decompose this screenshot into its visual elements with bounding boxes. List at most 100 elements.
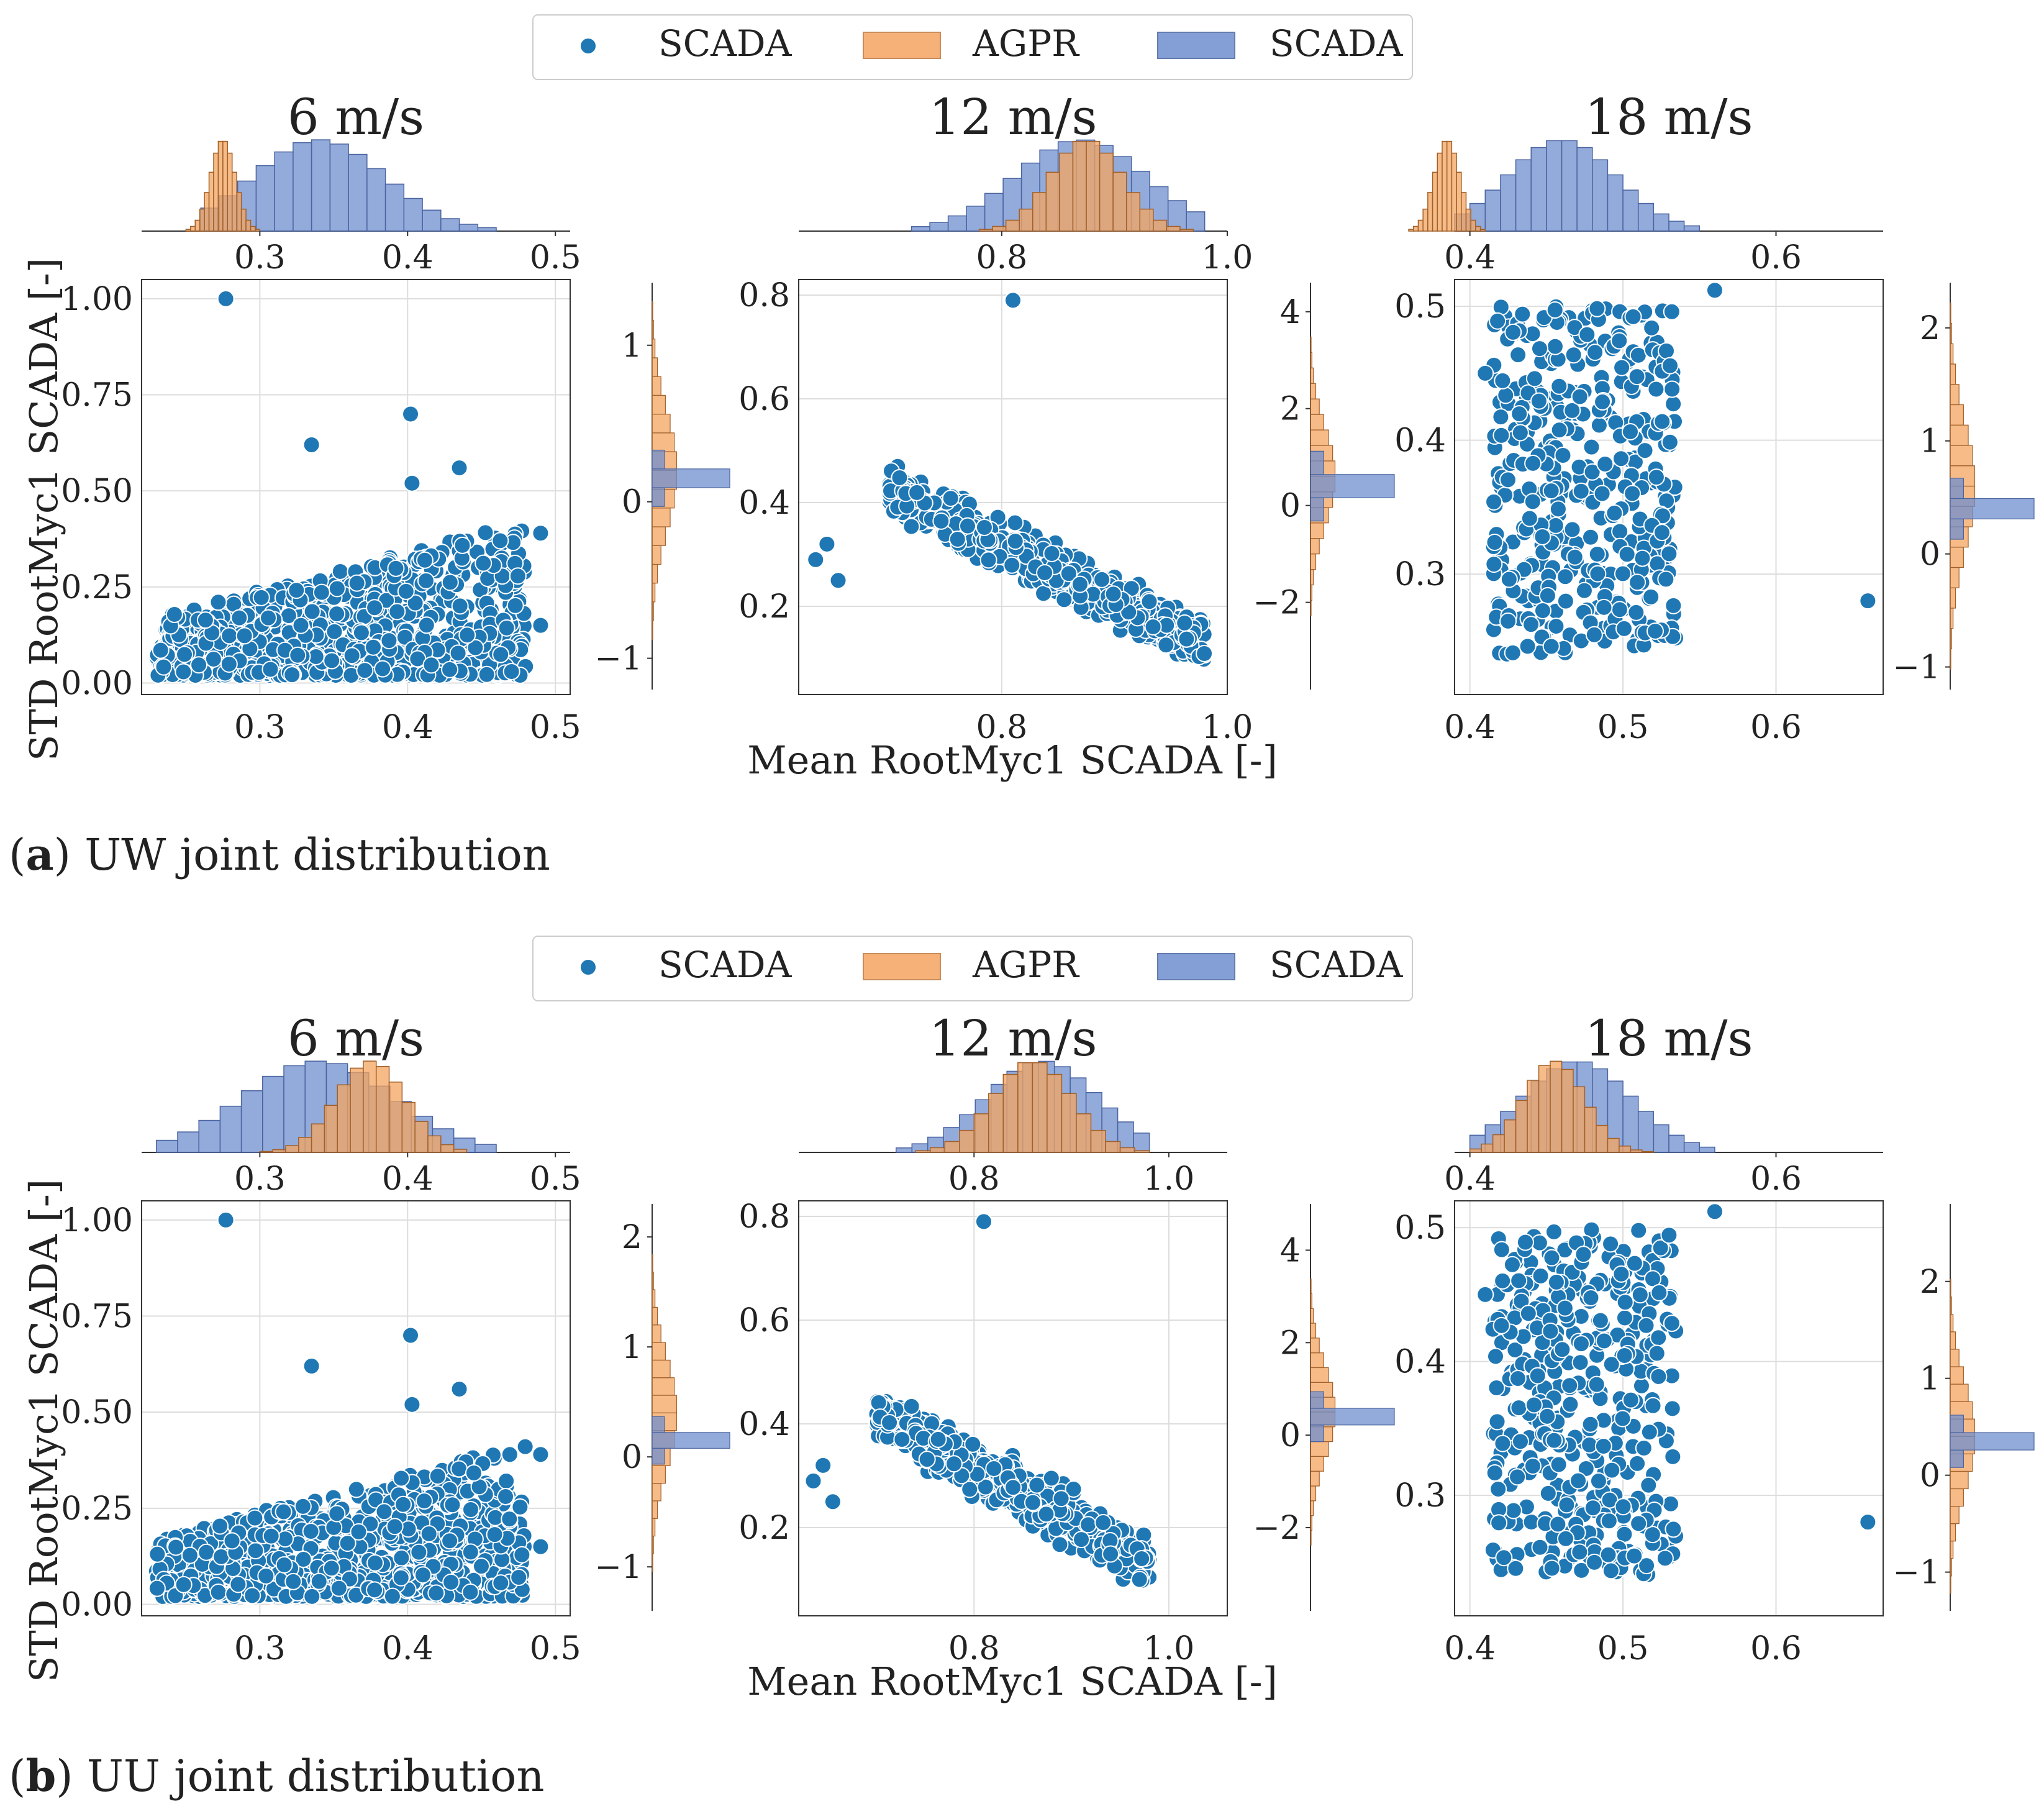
side-hist-bar [1310,1441,1329,1457]
side-hist-bar [652,1306,658,1326]
scatter-point [1538,1407,1556,1425]
scatter-point [331,562,349,580]
top-hist-bar [384,183,405,232]
top-hist-bar [311,1123,325,1153]
top-hist-bar [1059,152,1074,232]
scatter-point [1572,482,1590,500]
top-hist-bar [204,192,210,232]
scatter-point [1657,342,1675,360]
side-hist-bar [1950,322,1952,344]
scatter-point [1561,1377,1579,1395]
scatter-point [1504,1502,1522,1520]
top-hist-bar [1492,1134,1505,1153]
top-hist-bar [255,229,261,232]
scatter-point [375,1503,393,1521]
scatter-point [1590,416,1608,434]
scatter-point [1509,346,1527,364]
y-tick-label: 0.3 [1394,556,1446,593]
top-hist-bar [240,1090,263,1153]
side-hist-bar [652,601,654,621]
side-hist-bar [652,487,665,507]
side-hist-bar [1310,352,1312,368]
axes-frame [798,279,1228,695]
scatter-point [1630,1515,1648,1533]
top-hist-bar [1622,189,1639,232]
y-tick-label: 0.00 [61,665,133,702]
scatter-point [276,1530,294,1548]
side-hist-bar [1950,424,1969,446]
side-hist-bar [1310,569,1314,586]
side-hist-bar [652,563,658,584]
scatter-point [1553,1341,1571,1359]
scatter-point [330,1579,348,1597]
caption-open-paren: ( [9,1751,25,1802]
x-tick-label: 0.5 [1597,1630,1649,1667]
scatter-point [1079,1516,1097,1534]
legend-label-agpr: AGPR [972,944,1080,986]
scatter-point [497,619,516,637]
top-hist-bar [1090,1129,1106,1153]
scatter-point [420,1525,438,1543]
scatter-point [212,1547,230,1566]
side-hist-tick-label: −2 [1253,585,1301,622]
scatter-point [975,519,993,537]
scatter-point [1600,1512,1618,1530]
scatter-point [350,1523,368,1541]
side-hist-bar [1310,474,1395,498]
scatter-point [1612,450,1630,468]
scatter-point [1043,545,1061,563]
scatter-point [387,559,405,577]
scatter-point [229,1575,247,1593]
scatter-point [312,583,330,601]
side-hist-tick-label: −1 [1892,649,1940,686]
scatter-point [406,594,424,612]
scatter-outlier [450,1380,468,1398]
scatter-point [366,599,384,617]
scatter-point [1628,368,1646,386]
scatter-point [1606,504,1624,522]
scatter-point [1657,570,1675,588]
scatter-point [322,1559,340,1577]
scatter-point [1492,1316,1510,1334]
side-hist-bar [652,1272,654,1290]
legend-label-scada-hist: SCADA [1270,22,1403,65]
top-hist-bar [1125,192,1141,232]
top-hist-bar [1047,1073,1063,1153]
side-hist-bar [1950,1505,1960,1525]
side-hist-bar [652,1324,661,1343]
scatter-point [1495,1549,1513,1567]
top-hist-bar [1422,208,1429,232]
top-hist-bar [1469,1148,1482,1153]
scatter-point [1595,1332,1613,1350]
scatter-point [1650,1283,1668,1301]
scatter-point [1656,1549,1674,1567]
side-hist-tick-label: 1 [622,327,642,365]
scatter-point [275,1556,293,1574]
top-hist-bar [440,1144,455,1153]
top-hist-bar [388,1082,403,1153]
top-hist-bar [1002,1073,1019,1153]
scatter-point [1665,1520,1683,1538]
scatter-point [1133,1550,1151,1568]
y-tick-label: 0.8 [738,1198,790,1236]
scatter-point [497,1488,515,1506]
top-hist-tick-label: 0.4 [1444,239,1496,276]
side-hist-bar [1310,383,1317,399]
scatter-point [1618,545,1636,563]
scatter-point [1628,1454,1647,1472]
scatter-point [198,1543,216,1561]
top-hist-bar [255,165,275,232]
scatter-point [209,1583,227,1601]
scatter-point [1660,1226,1678,1244]
scatter-outlier [217,289,235,308]
side-hist-bar [652,545,661,565]
side-hist-bar [652,1342,666,1360]
scatter-point [1545,1431,1563,1449]
x-tick-label: 0.4 [382,709,434,746]
panel-caption: (a) UW joint distribution [9,829,550,880]
scatter-point [196,611,214,629]
x-axis-label: Mean RootMyc1 SCADA [-] [747,737,1278,783]
y-tick-label: 0.75 [61,377,133,414]
scatter-point [1094,1513,1112,1531]
